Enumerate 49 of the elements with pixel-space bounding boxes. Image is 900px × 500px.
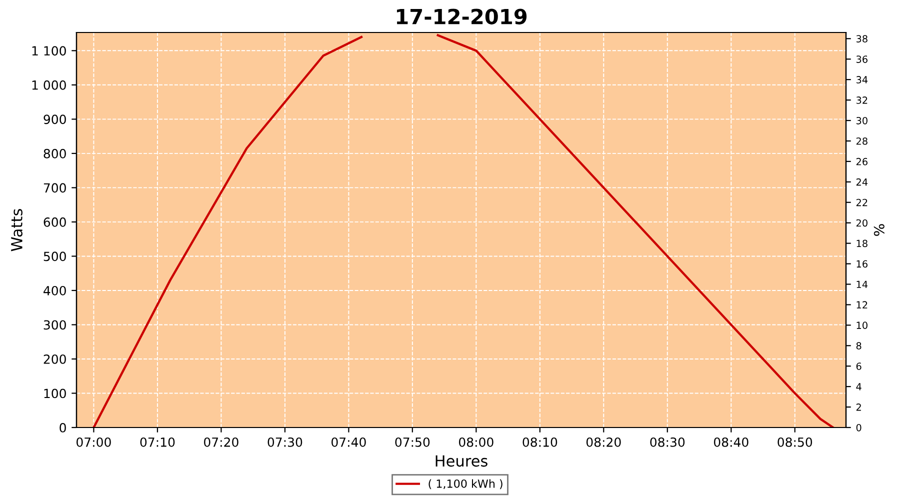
y-tick-label: 200 — [44, 354, 66, 364]
y2-tick-label: 26 — [856, 158, 868, 166]
y2-tick-label: 38 — [856, 35, 868, 42]
y2-tick-label: 12 — [856, 301, 868, 308]
y2-tick-label: 36 — [856, 56, 868, 63]
y2-tick-label: 4 — [856, 383, 862, 390]
x-axis-title: Heures — [436, 455, 488, 467]
y2-axis-title: % — [874, 224, 884, 236]
chart-title: 17-12-2019 — [396, 8, 527, 24]
y2-tick-label: 30 — [856, 116, 868, 124]
x-tick-label: 08:00 — [458, 437, 494, 447]
x-tick-label: 08:10 — [522, 437, 558, 447]
y2-tick-label: 24 — [856, 178, 868, 186]
y-tick-label: 100 — [44, 388, 66, 398]
x-tick-label: 07:20 — [204, 437, 238, 447]
y-tick-label: 1 100 — [32, 46, 66, 56]
x-tick-label: 08:20 — [586, 437, 621, 447]
x-tick-label: 08:50 — [778, 437, 812, 447]
y2-tick-label: 32 — [856, 96, 868, 104]
y2-tick-label: 18 — [856, 240, 868, 248]
y2-tick-label: 16 — [856, 260, 868, 268]
x-tick-label: 07:10 — [140, 437, 175, 447]
y-tick-label: 0 — [60, 422, 66, 432]
x-tick-label: 07:00 — [76, 437, 111, 447]
legend-label: ( 1,100 kWh ) — [428, 479, 502, 490]
x-tick-label: 07:40 — [332, 437, 366, 447]
y2-tick-label: 20 — [856, 219, 868, 227]
y2-tick-label: 8 — [856, 342, 862, 350]
y2-tick-label: 34 — [856, 76, 868, 84]
x-tick-label: 08:30 — [650, 437, 685, 447]
y-tick-label: 700 — [44, 183, 66, 193]
y-tick-label: 400 — [44, 286, 66, 296]
y2-tick-label: 0 — [856, 424, 862, 432]
y-tick-label: 600 — [44, 217, 66, 227]
y-tick-label: 500 — [44, 252, 66, 262]
y-tick-label: 800 — [44, 148, 66, 158]
y-tick-label: 300 — [44, 320, 66, 330]
y2-tick-label: 14 — [856, 280, 868, 288]
y-axis-title: Watts — [11, 209, 22, 252]
y2-tick-label: 10 — [856, 322, 868, 329]
x-tick-label: 08:40 — [714, 437, 748, 447]
x-tick-label: 07:50 — [395, 437, 430, 447]
y2-tick-label: 28 — [856, 137, 868, 145]
y2-tick-label: 2 — [856, 404, 861, 411]
x-tick-label: 07:30 — [268, 437, 302, 447]
y-tick-label: 900 — [44, 114, 66, 124]
y2-tick-label: 6 — [856, 362, 862, 370]
y-tick-label: 1 000 — [32, 80, 66, 90]
y2-tick-label: 22 — [856, 198, 868, 206]
